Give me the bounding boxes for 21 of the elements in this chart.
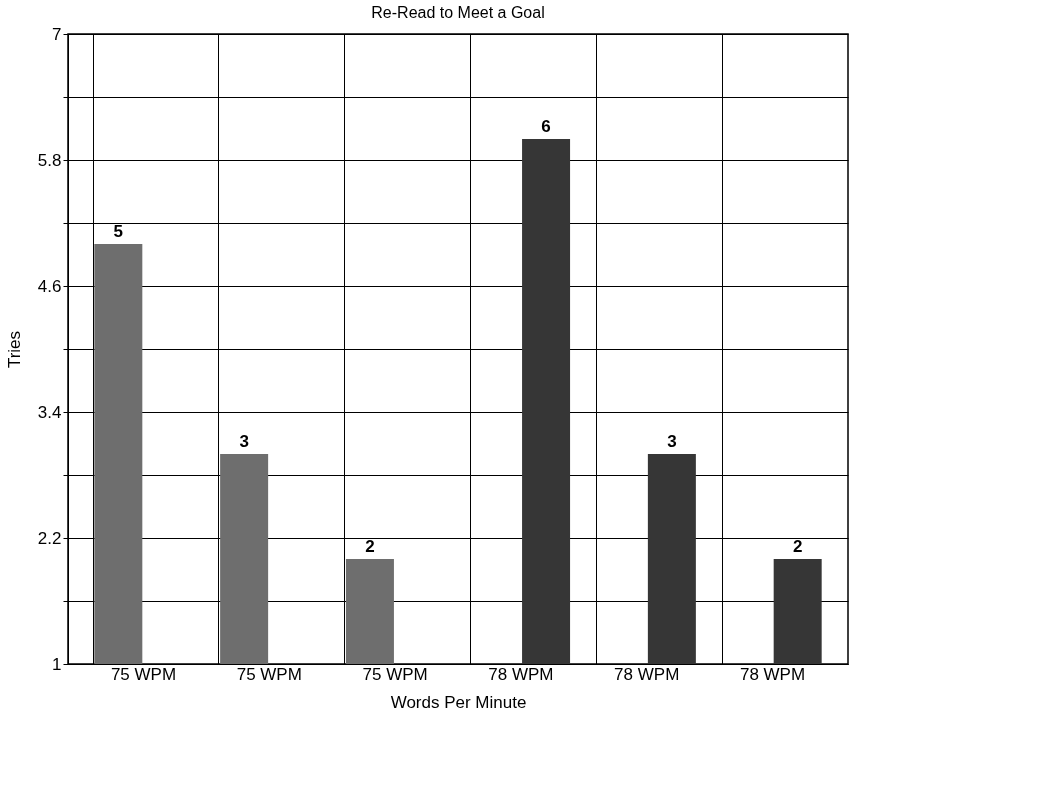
x-tick-label: 75 WPM [110,664,177,684]
y-tick-label: 1 [52,654,62,674]
x-tick-label: 78 WPM [614,664,680,684]
data-label: 6 [541,117,551,136]
y-axis-title: Tries [4,330,24,369]
data-label: 5 [113,222,124,241]
x-tick-label: 75 WPM [362,664,428,684]
y-tick-label: 3.4 [37,402,62,422]
y-tick-label: 4.6 [37,276,62,296]
x-tick-label: 78 WPM [488,664,554,684]
data-label: 2 [792,537,803,556]
y-tick-label: 5.8 [37,150,62,170]
chart-title: Re-Read to Meet a Goal [371,4,545,21]
y-tick-label: 2.2 [37,528,62,548]
x-axis-title: Words Per Minute [390,692,527,712]
x-tick-label: 75 WPM [236,664,302,684]
data-label: 2 [365,537,375,556]
data-label: 3 [667,432,677,451]
data-label: 3 [239,432,249,451]
x-tick-label: 78 WPM [739,664,806,684]
y-tick-label: 7 [52,24,62,44]
